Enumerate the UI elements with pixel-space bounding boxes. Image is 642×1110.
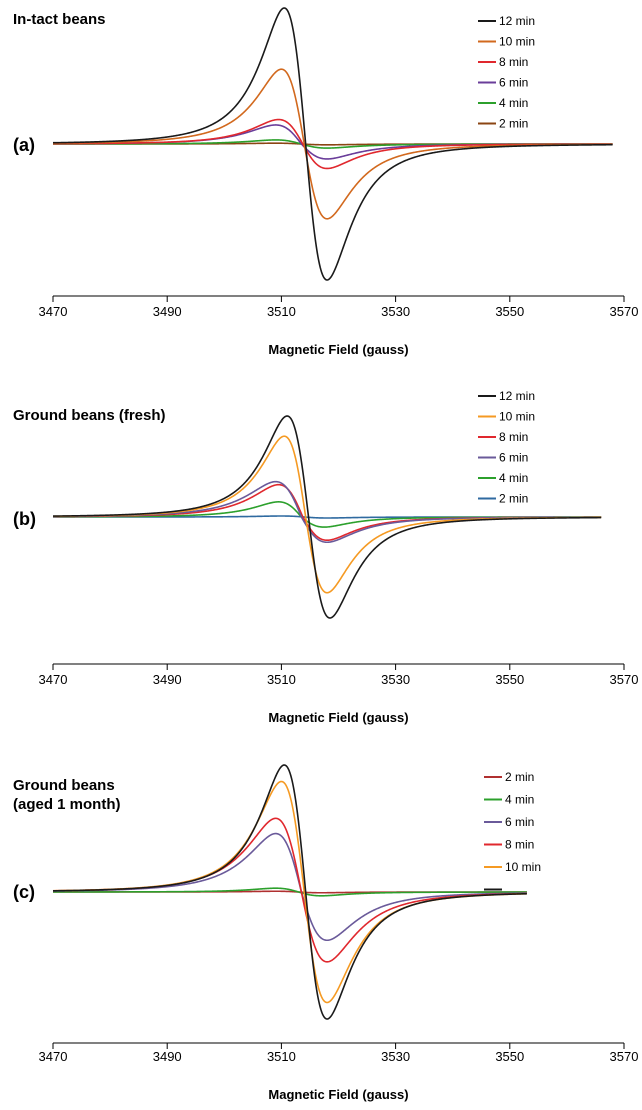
panel-title: In-tact beans <box>13 11 106 28</box>
series-line-4-min <box>52 887 528 897</box>
legend-label: 4 min <box>499 471 528 485</box>
x-tick-label: 3570 <box>610 1049 639 1064</box>
series-line-12-min <box>52 7 613 281</box>
series-line-6-min <box>52 832 528 942</box>
x-tick-label: 3470 <box>39 304 68 319</box>
legend-label: 10 min <box>499 410 535 424</box>
x-axis-label: Magnetic Field (gauss) <box>268 342 408 357</box>
legend-label: 12 min <box>499 389 535 403</box>
series-line-12-min <box>52 415 602 619</box>
x-tick-label: 3490 <box>153 672 182 687</box>
legend-label: 2 min <box>499 117 528 131</box>
x-axis-label: Magnetic Field (gauss) <box>268 1087 408 1102</box>
x-tick-label: 3550 <box>495 1049 524 1064</box>
legend-label: 2 min <box>505 770 534 784</box>
legend-label: 4 min <box>499 96 528 110</box>
panel-title: Ground beans <box>13 777 115 794</box>
series-line-unlabeled <box>52 764 528 1020</box>
legend-label: 12 min <box>499 14 535 28</box>
series-line-8-min <box>52 118 613 170</box>
x-tick-label: 3530 <box>381 672 410 687</box>
x-axis-label: Magnetic Field (gauss) <box>268 710 408 725</box>
x-tick-label: 3570 <box>610 304 639 319</box>
panel-b: Ground beans (fresh) (b) 3470 3490 3510 3530 3… <box>13 389 638 725</box>
x-tick-label: 3530 <box>381 1049 410 1064</box>
legend-label: 6 min <box>499 451 528 465</box>
x-tick-label: 3470 <box>39 1049 68 1064</box>
x-tick-label: 3490 <box>153 1049 182 1064</box>
legend-label: 10 min <box>499 35 535 49</box>
x-tick-label: 3510 <box>267 1049 296 1064</box>
panel-letter: (a) <box>13 135 35 155</box>
panel-c: Ground beans (aged 1 month) (c) 3470 3490 351… <box>13 764 639 1102</box>
panel-title: (aged 1 month) <box>13 796 121 813</box>
legend-label: 8 min <box>505 838 534 852</box>
panel-title: Ground beans (fresh) <box>13 407 166 424</box>
panel-letter: (b) <box>13 509 36 529</box>
legend-label: 8 min <box>499 430 528 444</box>
x-tick-label: 3510 <box>267 672 296 687</box>
panel-a: In-tact beans (a) 3470 3490 3510 3530 3550 3570… <box>13 7 639 357</box>
legend-label: 10 min <box>505 860 541 874</box>
x-tick-label: 3490 <box>153 304 182 319</box>
x-tick-label: 3550 <box>495 672 524 687</box>
legend-label: 4 min <box>505 793 534 807</box>
x-tick-label: 3550 <box>495 304 524 319</box>
legend-label: 8 min <box>499 55 528 69</box>
legend-label: 6 min <box>505 815 534 829</box>
legend-label: 6 min <box>499 76 528 90</box>
x-tick-label: 3570 <box>610 672 639 687</box>
x-tick-label: 3470 <box>39 672 68 687</box>
panel-letter: (c) <box>13 882 35 902</box>
legend-label: 2 min <box>499 492 528 506</box>
x-tick-label: 3510 <box>267 304 296 319</box>
x-tick-label: 3530 <box>381 304 410 319</box>
